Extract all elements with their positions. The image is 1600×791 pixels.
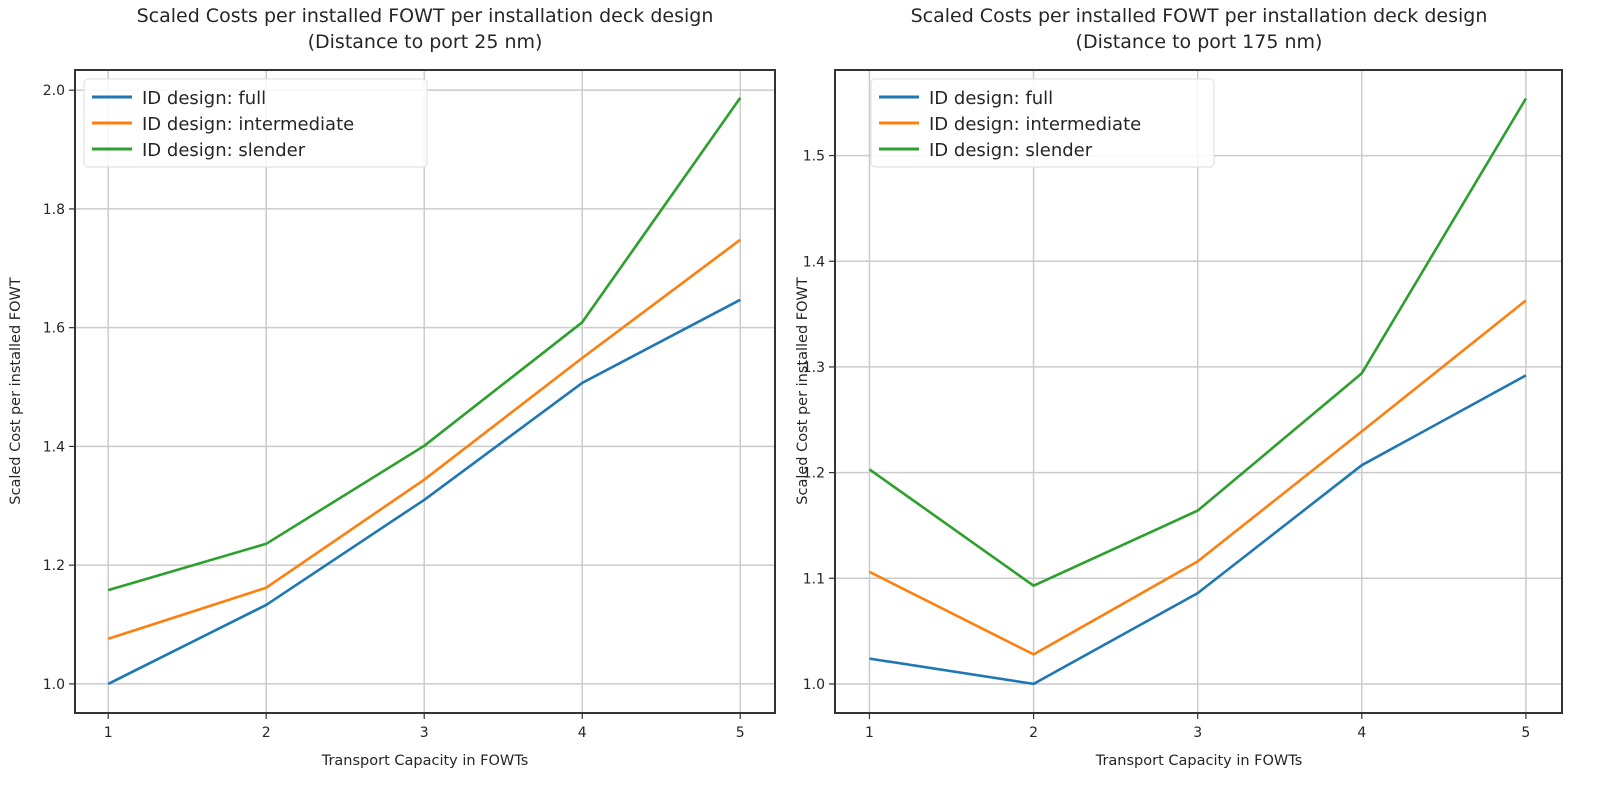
chart-title: Scaled Costs per installed FOWT per inst… [137,5,714,27]
y-axis-ticks: 1.0 1.2 1.4 1.6 1.8 2.0 [43,83,75,693]
legend-box [870,78,1215,168]
y-axis-label: Scaled Cost per installed FOWT [8,277,24,505]
x-tick-label: 4 [578,725,587,741]
chart-right: Scaled Costs per installed FOWT per inst… [795,5,1563,769]
legend: ID design: full ID design: intermediate … [83,78,428,168]
y-axis-label: Scaled Cost per installed FOWT [795,277,811,505]
y-tick-label: 1.0 [803,677,825,693]
y-tick-label: 1.4 [803,254,825,270]
x-tick-label: 1 [865,725,874,741]
plot-frame [834,69,1563,714]
y-tick-label: 1.6 [43,321,65,337]
series-lines [868,97,1528,686]
series-line-slender [107,97,742,592]
y-tick-label: 1.8 [43,202,65,218]
x-tick-label: 2 [262,725,271,741]
x-tick-label: 2 [1029,725,1038,741]
y-tick-label: 1.1 [803,571,825,587]
x-axis-label: Transport Capacity in FOWTs [1095,753,1303,769]
series-line-slender [868,97,1528,588]
y-tick-label: 1.2 [803,466,825,482]
x-tick-label: 1 [104,725,113,741]
x-tick-label: 5 [736,725,745,741]
y-tick-label: 1.4 [43,439,65,455]
series-lines [107,97,742,686]
y-tick-label: 1.3 [803,360,825,376]
x-tick-label: 5 [1521,725,1530,741]
legend-label-full: ID design: full [929,88,1053,109]
series-line-intermediate [868,299,1527,656]
legend-label-slender: ID design: slender [142,140,306,161]
x-axis-label: Transport Capacity in FOWTs [321,753,529,769]
series-line-full [869,374,1527,686]
y-tick-label: 1.0 [43,677,65,693]
legend-label-intermediate: ID design: intermediate [142,114,354,135]
plot-frame [74,69,776,714]
x-tick-label: 4 [1357,725,1366,741]
y-tick-label: 2.0 [43,83,65,99]
x-tick-label: 3 [420,725,429,741]
series-line-intermediate [107,238,741,641]
legend-label-slender: ID design: slender [929,140,1093,161]
x-axis-ticks: 1 2 3 4 5 [865,713,1530,741]
series-line-full [107,298,741,686]
chart-subtitle: (Distance to port 25 nm) [308,31,543,53]
legend: ID design: full ID design: intermediate … [870,78,1215,168]
y-tick-label: 1.2 [43,558,65,574]
chart-title: Scaled Costs per installed FOWT per inst… [911,5,1488,27]
legend-box [83,78,428,168]
chart-left: Scaled Costs per installed FOWT per inst… [8,5,776,769]
chart-subtitle: (Distance to port 175 nm) [1076,31,1323,53]
y-axis-ticks: 1.0 1.1 1.2 1.3 1.4 1.5 [803,149,835,693]
legend-label-intermediate: ID design: intermediate [929,114,1141,135]
x-tick-label: 3 [1193,725,1202,741]
legend-label-full: ID design: full [142,88,266,109]
y-tick-label: 1.5 [803,149,825,165]
x-axis-ticks: 1 2 3 4 5 [104,713,745,741]
